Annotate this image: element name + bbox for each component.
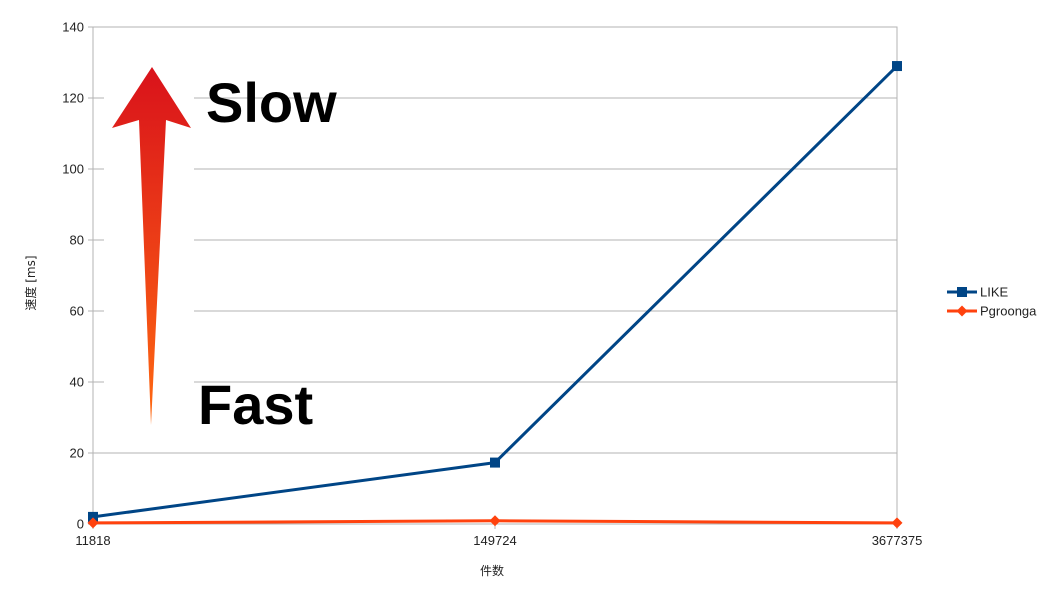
- gridlines: [88, 26, 898, 529]
- data-point: [489, 515, 501, 527]
- y-tick-label: 100: [62, 162, 84, 177]
- x-tick-label: 149724: [473, 533, 516, 548]
- y-tick-label: 140: [62, 20, 84, 35]
- annotation-fast: Fast: [198, 373, 313, 436]
- legend-item-like: LIKE: [947, 285, 1009, 300]
- data-point: [87, 517, 99, 529]
- y-axis-title: 速度 [ms]: [23, 255, 38, 310]
- legend: LIKE Pgroonga: [947, 285, 1037, 319]
- data-point: [892, 61, 902, 72]
- x-axis-title: 件数: [480, 563, 504, 578]
- data-point: [88, 511, 98, 522]
- legend-item-pgroonga: Pgroonga: [947, 304, 1037, 319]
- y-tick-label: 60: [70, 304, 84, 319]
- x-tick-labels: 11818 149724 3677375: [75, 533, 922, 548]
- series-like: [88, 61, 902, 522]
- legend-label: Pgroonga: [980, 304, 1037, 319]
- y-tick-label: 0: [77, 517, 84, 532]
- y-tick-label: 40: [70, 375, 84, 390]
- data-point: [490, 457, 500, 468]
- y-tick-label: 80: [70, 233, 84, 248]
- x-tick-label: 3677375: [872, 533, 923, 548]
- series: [87, 61, 903, 529]
- data-point: [891, 517, 903, 529]
- legend-label: LIKE: [980, 285, 1009, 300]
- legend-swatch-marker: [957, 287, 967, 297]
- series-pgroonga: [87, 515, 903, 529]
- x-tick-label: 11818: [75, 533, 110, 548]
- y-tick-label: 120: [62, 91, 84, 106]
- y-tick-label: 20: [70, 446, 84, 461]
- annotation-slow: Slow: [206, 71, 337, 134]
- legend-swatch-marker: [956, 305, 968, 317]
- y-tick-labels: 0 20 40 60 80 100 120 140: [62, 20, 84, 532]
- slow-fast-arrow: [112, 67, 191, 425]
